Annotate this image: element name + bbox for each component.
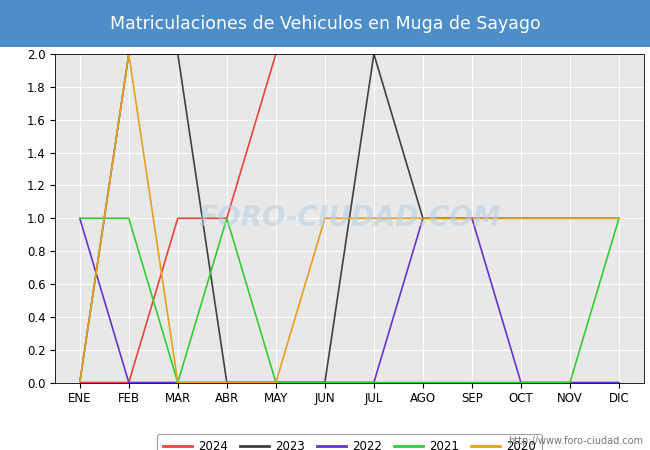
Text: Matriculaciones de Vehiculos en Muga de Sayago: Matriculaciones de Vehiculos en Muga de … [110,14,540,33]
Legend: 2024, 2023, 2022, 2021, 2020: 2024, 2023, 2022, 2021, 2020 [157,434,542,450]
Text: FORO-CIUDAD.COM: FORO-CIUDAD.COM [198,204,500,232]
Text: http://www.foro-ciudad.com: http://www.foro-ciudad.com [508,436,644,446]
